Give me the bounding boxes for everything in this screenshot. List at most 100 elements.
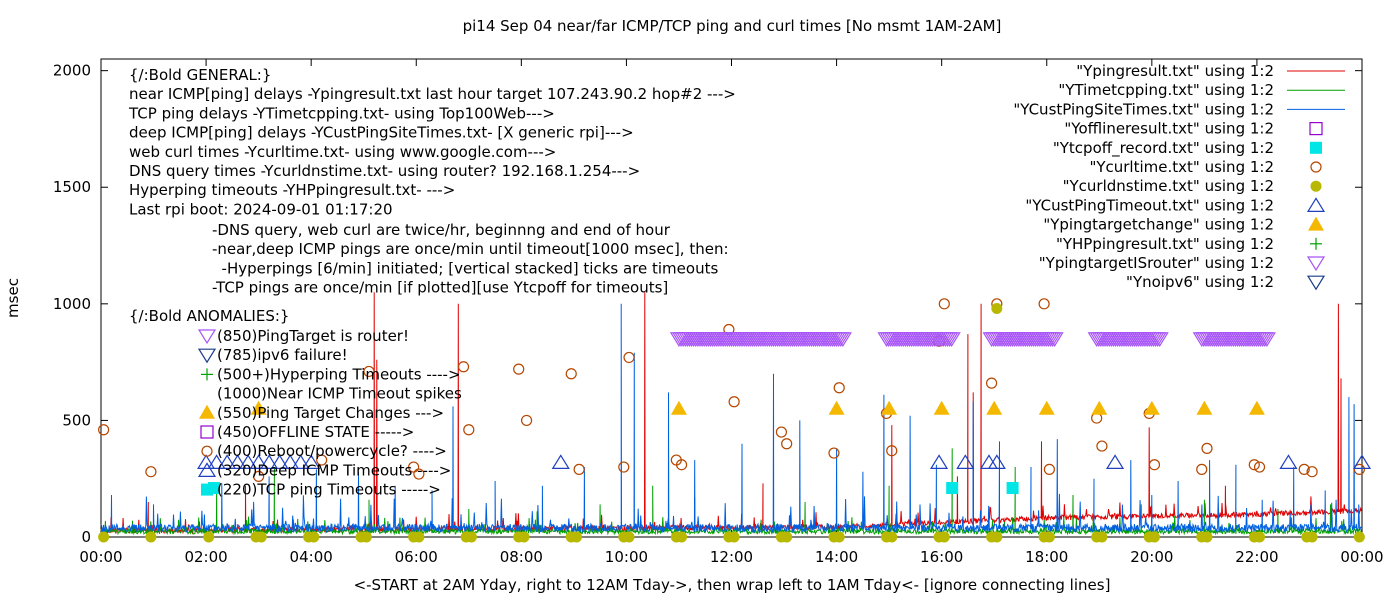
legend-swatch <box>1306 256 1326 272</box>
data-point <box>1038 400 1055 415</box>
data-point <box>1201 442 1213 454</box>
data-point <box>781 438 793 450</box>
legend-label: "Ynoipv6" using 1:2 <box>1126 273 1274 291</box>
anomaly-line: (400)Reboot/powercycle? ----> <box>217 442 447 460</box>
data-point <box>145 531 157 543</box>
legend-swatch <box>1310 180 1322 192</box>
series-2 <box>100 303 1362 534</box>
data-point <box>991 302 1003 314</box>
x-tick-label: 12:00 <box>710 548 753 566</box>
data-point <box>1353 531 1365 543</box>
data-point <box>1006 482 1019 495</box>
legend-label: "YHPpingresult.txt" using 1:2 <box>1056 235 1274 253</box>
data-point <box>255 531 267 543</box>
annotation-general-line: TCP ping delays -YTimetcpping.txt- using… <box>128 104 555 122</box>
band-marker <box>833 332 852 347</box>
legend-label: "YCustPingSiteTimes.txt" using 1:2 <box>1013 100 1274 118</box>
anomaly-line: (850)PingTarget is router! <box>217 327 409 345</box>
data-point <box>239 454 258 469</box>
legend-label: "Ycurldnstime.txt" using 1:2 <box>1063 177 1274 195</box>
data-point <box>98 531 110 543</box>
annotation-note-line: -DNS query, web curl are twice/hr, begin… <box>212 221 671 239</box>
x-tick-label: 14:00 <box>815 548 858 566</box>
anomaly-marker <box>201 483 213 496</box>
data-point <box>938 298 950 310</box>
data-point <box>828 447 840 459</box>
anomaly-marker <box>197 462 217 477</box>
data-point <box>408 461 420 473</box>
series-5 <box>98 298 1365 482</box>
data-point <box>281 454 300 469</box>
legend-label: "Ypingresult.txt" using 1:2 <box>1076 62 1274 80</box>
x-tick-label: 02:00 <box>184 548 227 566</box>
annotation-general-line: DNS query times -Ycurldnstime.txt- using… <box>129 162 640 180</box>
data-point <box>833 382 845 394</box>
legend-swatch <box>1310 161 1322 173</box>
data-point <box>991 531 1003 543</box>
data-point <box>98 424 110 436</box>
data-point <box>1201 531 1213 543</box>
anomaly-line: (450)OFFLINE STATE -----> <box>217 423 414 441</box>
data-point <box>457 361 470 373</box>
data-point <box>565 368 577 380</box>
annotation-general-line: near ICMP[ping] delays -Ypingresult.txt … <box>129 85 736 103</box>
legend-swatch <box>1309 121 1323 136</box>
legend-label: "YCustPingTimeout.txt" using 1:2 <box>1025 196 1274 214</box>
data-point <box>1105 454 1125 469</box>
data-point <box>465 531 477 543</box>
legend-label: "YTimetcpping.txt" using 1:2 <box>1058 81 1274 99</box>
annotation-general-line: Hyperping timeouts -YHPpingresult.txt- -… <box>129 181 455 199</box>
data-point <box>363 365 375 378</box>
data-point <box>360 531 372 543</box>
annotation-general-line: Last rpi boot: 2024-09-01 01:17:20 <box>129 200 393 218</box>
series-7 <box>197 454 1372 469</box>
x-tick-label: 20:00 <box>1130 548 1173 566</box>
data-point <box>228 454 247 469</box>
data-point <box>670 400 687 415</box>
data-point <box>623 531 635 543</box>
data-point <box>886 445 898 457</box>
annotation-general-line: deep ICMP[ping] delays -YCustPingSiteTim… <box>129 124 634 142</box>
data-point <box>302 454 321 469</box>
data-point <box>1248 400 1265 415</box>
series-10 <box>669 332 1276 347</box>
band-marker <box>1150 332 1169 347</box>
legend-label: "YpingtargetISrouter" using 1:2 <box>1039 254 1274 272</box>
data-point <box>1096 440 1108 452</box>
data-point <box>1253 461 1266 473</box>
anomaly-marker <box>197 329 217 345</box>
x-tick-label: 16:00 <box>920 548 963 566</box>
data-point <box>1043 463 1055 475</box>
legend: "Ypingresult.txt" using 1:2"YTimetcpping… <box>1013 62 1345 291</box>
data-point <box>1298 463 1310 475</box>
legend-label: "Ycurltime.txt" using 1:2 <box>1089 158 1274 176</box>
x-tick-label: 10:00 <box>605 548 648 566</box>
x-tick-label: 00:00 <box>79 548 122 566</box>
annotation-general-line: {/:Bold GENERAL:} <box>129 66 271 84</box>
data-point <box>1096 531 1108 543</box>
data-point <box>618 461 630 473</box>
data-point <box>571 531 583 543</box>
data-point <box>1254 531 1266 543</box>
data-point <box>775 426 788 438</box>
x-tick-label: 08:00 <box>500 548 543 566</box>
legend-swatch <box>1308 216 1324 231</box>
data-point <box>1091 400 1108 415</box>
annotation-note-line: -near,deep ICMP pings are once/min until… <box>212 240 729 258</box>
data-point <box>728 396 740 408</box>
data-point <box>551 454 570 469</box>
data-point <box>1043 531 1055 543</box>
data-point <box>413 468 425 480</box>
data-point <box>833 531 845 543</box>
data-point <box>986 400 1003 415</box>
data-point <box>1306 466 1318 478</box>
data-point <box>781 531 793 543</box>
data-point <box>145 466 157 478</box>
data-point <box>253 470 265 482</box>
data-point <box>938 531 950 543</box>
data-point <box>933 400 950 415</box>
anomaly-line: (500+)Hyperping Timeouts ----> <box>217 365 461 383</box>
data-point <box>1306 531 1318 543</box>
data-point <box>623 351 635 364</box>
